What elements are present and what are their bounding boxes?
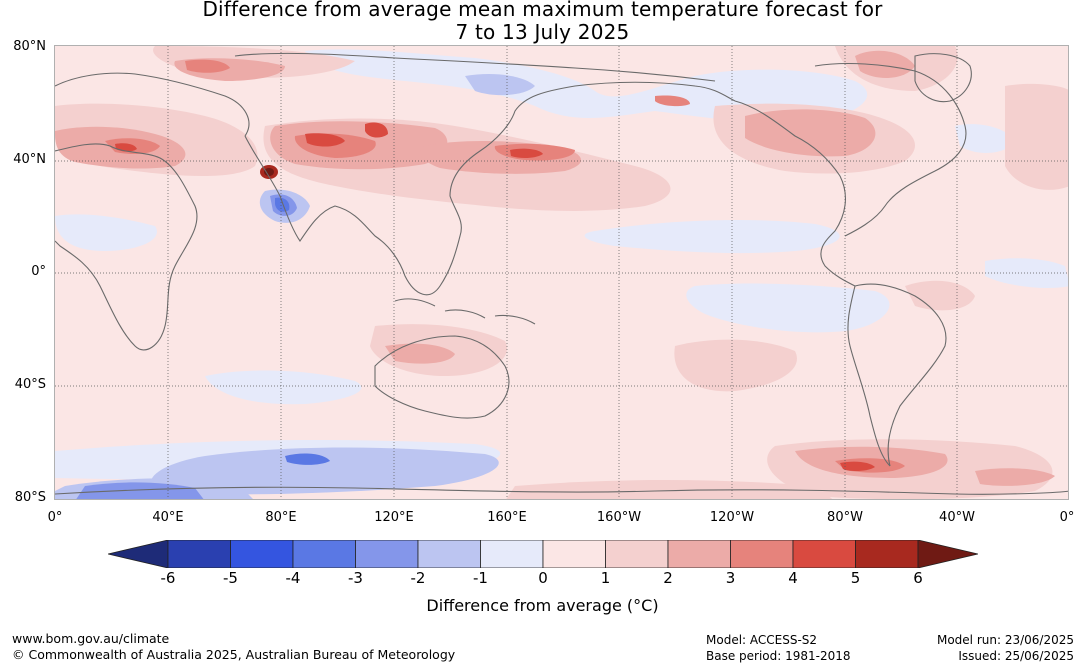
colorbar-swatch [667,540,731,568]
map-title: Difference from average mean maximum tem… [0,0,1085,44]
colorbar-under-triangle [108,540,169,568]
footer-issued: Issued: 25/06/2025 [958,649,1074,663]
colorbar-label: Difference from average (°C) [426,596,659,615]
lon-label-160w: 160°W [596,510,642,525]
map-svg [55,46,1068,499]
colorbar-tick: 6 [913,569,923,587]
graticule [55,46,1068,499]
lon-label-120e: 120°E [374,510,414,525]
colorbar-swatch [480,540,544,568]
colorbar-swatch [730,540,794,568]
forecast-map [54,45,1069,500]
anomaly-positive-5 [115,122,875,472]
lon-label-120w: 120°W [709,510,755,525]
lon-label-0: 0° [47,510,63,525]
footer-copyright: © Commonwealth of Australia 2025, Austra… [12,647,456,662]
anomaly-background [55,46,1068,499]
lon-label-40e: 40°E [152,510,184,525]
footer-base-period: Base period: 1981-2018 [706,649,851,663]
title-line-1: Difference from average mean maximum tem… [202,0,883,21]
colorbar [108,540,978,568]
colorbar-swatch [855,540,919,568]
colorbar-over-triangle [917,540,978,568]
lon-label-80w: 80°W [827,510,863,525]
coastlines [55,52,1068,495]
lat-label-0: 0° [31,264,46,279]
footer-model: Model: ACCESS-S2 [706,633,818,647]
colorbar-tick: 3 [725,569,736,587]
lat-label-80s: 80°S [14,490,46,505]
colorbar-swatch [792,540,856,568]
lon-label-80e: 80°E [265,510,297,525]
colorbar-tick: -6 [160,569,176,587]
colorbar-swatch [167,540,231,568]
anomaly-negative-4 [275,197,330,465]
lat-label-80n: 80°N [13,39,46,54]
colorbar-tick: -1 [473,569,488,587]
colorbar-tick: -5 [223,569,238,587]
colorbar-swatch [542,540,606,568]
colorbar-tick: 2 [663,569,673,587]
lat-label-40s: 40°S [14,377,46,392]
colorbar-swatch [292,540,356,568]
lon-label-0-end: 0° [1059,510,1075,525]
colorbar-tick: 1 [600,569,611,587]
footer-model-run: Model run: 23/06/2025 [936,633,1074,647]
lat-label-40n: 40°N [13,152,46,167]
colorbar-swatch [417,540,481,568]
colorbar-tick: -3 [348,569,363,587]
colorbar-tick: 0 [538,569,548,587]
lon-label-40w: 40°W [939,510,975,525]
colorbar-swatch [355,540,419,568]
colorbar-tick: -4 [285,569,301,587]
colorbar-swatch [605,540,669,568]
footer-website: www.bom.gov.au/climate [12,631,170,646]
lon-label-160e: 160°E [487,510,527,525]
colorbar-tick: 4 [788,569,798,587]
colorbar-tick: 5 [850,569,861,587]
colorbar-segments [108,540,978,568]
colorbar-swatch [230,540,294,568]
title-line-2: 7 to 13 July 2025 [455,20,630,44]
colorbar-tick: -2 [410,569,426,587]
